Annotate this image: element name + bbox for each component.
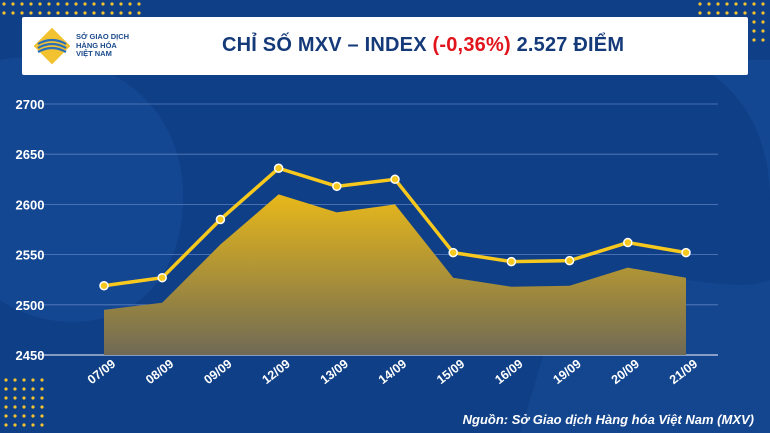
y-tick-label: 2500 [16,298,45,313]
line-point [681,247,691,258]
area-series [104,194,686,355]
decorative-dots-bottom-left [4,378,44,427]
x-tick-label: 14/09 [376,357,409,387]
source-note: Nguồn: Sở Giao dịch Hàng hóa Việt Nam (M… [462,412,754,427]
line-point [99,280,109,291]
line-point [332,181,342,192]
logo-line-3: VIỆT NAM [76,49,112,59]
x-tick-label: 13/09 [318,357,351,387]
line-point [215,214,226,225]
decorative-dots-top-left [2,2,141,15]
x-tick-label: 15/09 [434,357,467,387]
line-point [506,256,517,267]
x-tick-label: 12/09 [260,357,293,387]
mxv-logo-icon [33,27,71,65]
line-point [623,237,633,248]
mxv-logo: SỞ GIAO DỊCH HÀNG HÓA VIỆT NAM [32,23,152,69]
y-tick-label: 2650 [16,147,45,162]
line-point [448,247,458,258]
y-tick-label: 2550 [16,248,45,263]
y-tick-label: 2450 [16,348,45,363]
title-change: (-0,36%) [432,34,511,56]
x-tick-label: 20/09 [609,357,642,387]
title-suffix: 2.527 ĐIỂM [510,34,625,56]
x-tick-label: 07/09 [85,357,118,387]
line-point [273,163,284,174]
y-tick-label: 2700 [16,97,45,112]
logo-line-2: HÀNG HÓA [76,40,117,50]
chart-title: CHỈ SỐ MXV – INDEX (-0,36%) 2.527 ĐIỂM [222,34,624,57]
y-tick-label: 2600 [16,197,45,212]
logo-line-1: SỞ GIAO DỊCH [76,32,130,42]
logo-text: SỞ GIAO DỊCH HÀNG HÓA VIỆT NAM [76,33,150,59]
header-banner: SỞ GIAO DỊCH HÀNG HÓA VIỆT NAM CHỈ SỐ MX… [22,17,748,75]
x-tick-label: 09/09 [201,357,234,387]
line-point [564,255,575,266]
x-tick-label: 21/09 [667,357,700,387]
x-tick-label: 08/09 [143,357,176,387]
title-prefix: CHỈ SỐ MXV – INDEX [222,34,433,56]
x-tick-label: 16/09 [492,357,525,387]
line-point [157,272,167,283]
x-tick-label: 19/09 [551,357,584,387]
line-point [390,174,400,185]
